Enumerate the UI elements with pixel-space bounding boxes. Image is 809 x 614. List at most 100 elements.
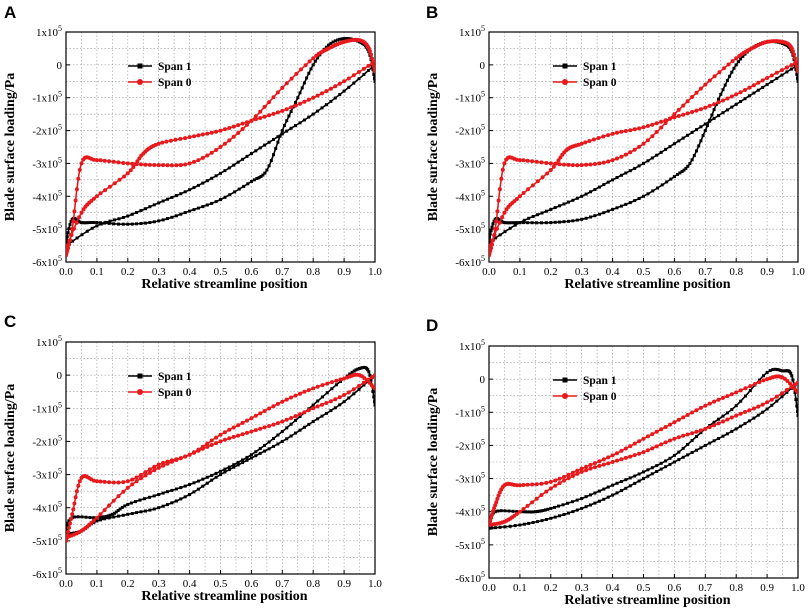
data-point-span-1 (174, 194, 178, 198)
data-point-span-1 (117, 514, 120, 518)
data-point-span-0 (139, 162, 143, 167)
data-point-span-0 (597, 459, 602, 464)
data-point-span-1 (214, 200, 218, 204)
data-point-span-1 (338, 93, 342, 97)
data-point-span-0 (521, 191, 526, 195)
data-point-span-0 (373, 386, 375, 391)
data-point-span-1 (179, 192, 183, 196)
data-point-span-1 (503, 230, 507, 234)
data-point-span-1 (227, 465, 231, 469)
data-point-span-1 (552, 505, 556, 509)
y-tick-exponent: 5 (58, 188, 62, 197)
data-point-span-0 (497, 220, 502, 225)
data-point-span-0 (659, 125, 664, 130)
data-point-span-1 (110, 512, 114, 516)
data-point-span-1 (527, 216, 531, 220)
x-tick-label: 1.0 (791, 582, 805, 594)
data-point-span-0 (222, 430, 227, 435)
data-point-span-1 (118, 507, 122, 511)
data-point-span-1 (289, 126, 293, 130)
data-point-span-1 (174, 499, 178, 503)
y-tick-exponent: 5 (481, 188, 485, 197)
data-point-span-0 (530, 159, 535, 164)
data-point-span-1 (135, 211, 139, 214)
data-point-span-1 (307, 115, 311, 119)
data-point-span-0 (743, 88, 747, 92)
y-tick-label: -3x105 (455, 155, 485, 170)
data-point-span-0 (690, 410, 695, 415)
data-point-span-0 (637, 451, 642, 456)
x-tick-label: 0.6 (245, 266, 259, 278)
data-point-span-1 (183, 484, 187, 488)
data-point-span-1 (280, 430, 284, 433)
data-point-span-1 (628, 169, 632, 173)
data-point-span-0 (517, 158, 522, 163)
data-point-span-0 (143, 473, 148, 478)
data-point-span-1 (367, 370, 371, 374)
legend-marker-square (562, 63, 568, 69)
data-point-span-0 (690, 110, 695, 114)
data-point-span-0 (575, 468, 580, 473)
data-point-span-0 (502, 210, 507, 215)
data-point-span-1 (138, 498, 142, 502)
data-point-span-0 (544, 161, 549, 165)
x-tick-label: 0.8 (306, 578, 320, 590)
data-point-span-1 (533, 510, 537, 514)
data-point-span-0 (324, 89, 329, 94)
data-point-span-0 (205, 441, 210, 446)
x-tick-label: 0.6 (668, 582, 682, 594)
data-point-span-1 (205, 203, 209, 207)
data-point-span-0 (685, 111, 690, 116)
data-point-span-1 (144, 509, 147, 513)
data-point-span-1 (66, 521, 70, 525)
legend-marker-square (137, 373, 143, 379)
data-point-span-1 (680, 170, 684, 173)
data-point-span-0 (222, 437, 227, 442)
data-point-span-0 (370, 375, 375, 379)
data-point-span-0 (315, 404, 320, 409)
data-point-span-1 (489, 229, 493, 233)
y-tick-exponent: 5 (481, 155, 485, 164)
data-point-span-1 (80, 221, 83, 225)
y-tick-mantissa: -5x10 (32, 224, 58, 236)
data-point-span-0 (544, 480, 549, 485)
data-point-span-1 (675, 173, 679, 176)
y-tick-exponent: 5 (481, 90, 485, 99)
data-point-span-1 (123, 504, 127, 508)
data-point-span-1 (179, 486, 183, 490)
data-point-span-0 (337, 395, 342, 400)
data-point-span-1 (508, 524, 512, 528)
data-point-span-1 (68, 223, 72, 227)
data-point-span-1 (501, 220, 505, 224)
data-point-span-1 (183, 495, 187, 499)
data-point-span-1 (258, 451, 262, 455)
data-point-span-0 (521, 483, 526, 487)
data-point-span-0 (262, 104, 267, 109)
data-point-span-0 (534, 482, 539, 487)
data-point-span-1 (553, 220, 557, 224)
data-point-span-1 (327, 43, 331, 47)
data-point-span-1 (73, 515, 77, 519)
data-point-span-1 (300, 86, 304, 90)
data-point-span-0 (361, 66, 366, 71)
data-point-span-0 (98, 158, 103, 163)
data-point-span-1 (757, 378, 761, 382)
data-point-span-0 (553, 478, 558, 483)
data-point-span-0 (67, 238, 72, 243)
data-point-span-0 (659, 442, 664, 447)
data-point-span-0 (69, 516, 74, 521)
data-point-span-1 (67, 532, 71, 536)
data-point-span-0 (361, 380, 366, 385)
data-point-span-1 (245, 455, 249, 459)
legend: Span 1 Span 0 (128, 61, 192, 89)
data-point-span-1 (373, 76, 375, 80)
data-point-span-0 (601, 160, 606, 165)
data-point-span-1 (249, 180, 253, 183)
data-point-span-0 (294, 71, 299, 76)
data-point-span-0 (227, 436, 232, 441)
data-point-span-1 (739, 399, 743, 403)
y-tick-exponent: 5 (481, 254, 485, 263)
data-point-span-1 (791, 378, 795, 382)
data-point-span-1 (67, 227, 71, 230)
data-point-span-1 (522, 218, 526, 222)
